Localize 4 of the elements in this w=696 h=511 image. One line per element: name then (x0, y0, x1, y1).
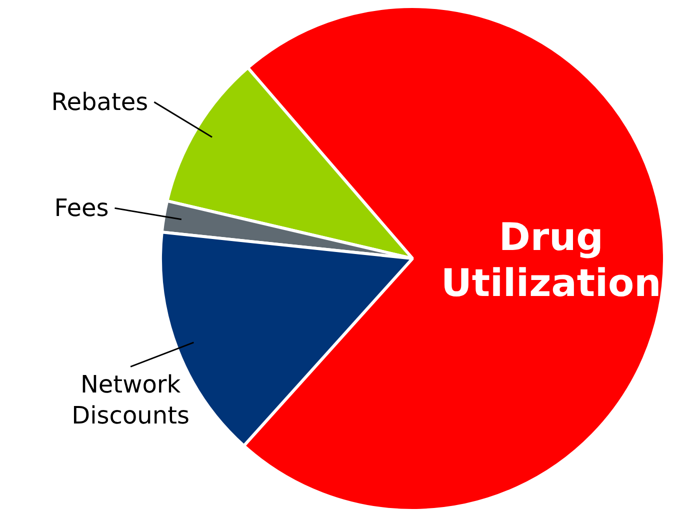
slice-label: Fees (54, 194, 109, 222)
slice-label: Rebates (51, 88, 148, 116)
slice-label: Drug Utilization (440, 214, 662, 306)
slice-label: Network Discounts (72, 370, 190, 430)
